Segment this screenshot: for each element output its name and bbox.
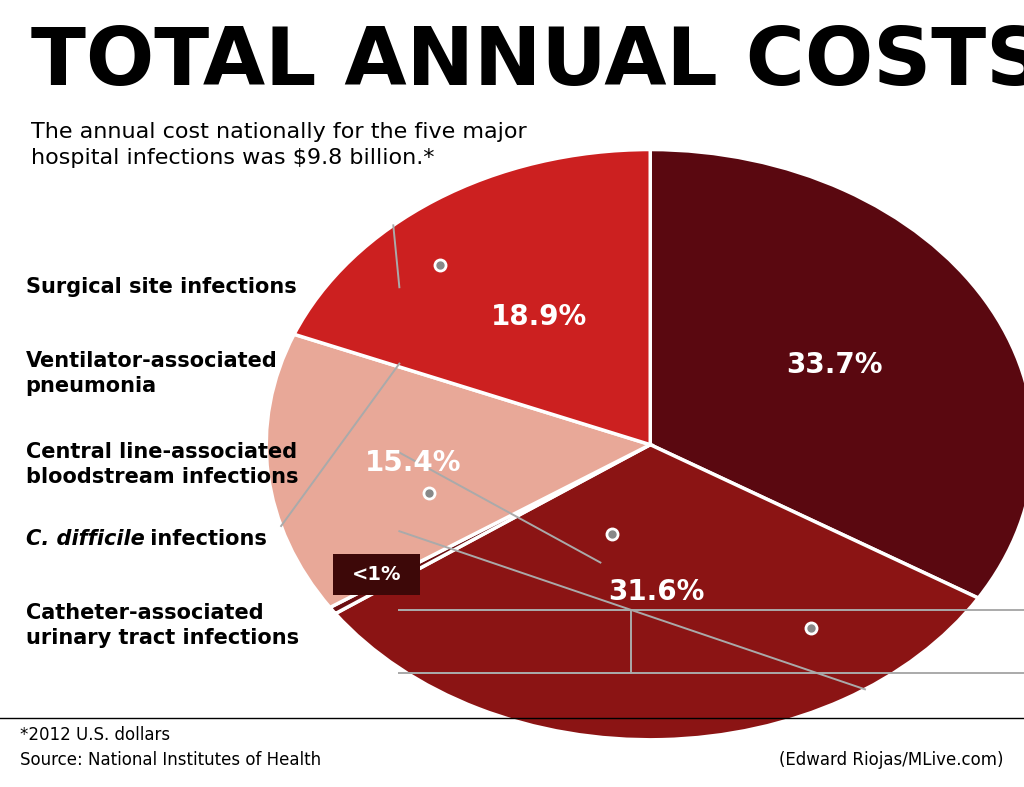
- Text: TOTAL ANNUAL COSTS: TOTAL ANNUAL COSTS: [31, 24, 1024, 102]
- Text: Source: National Institutes of Health: Source: National Institutes of Health: [20, 751, 322, 769]
- Wedge shape: [336, 445, 978, 740]
- Text: Ventilator-associated
pneumonia: Ventilator-associated pneumonia: [26, 352, 278, 396]
- Text: 33.7%: 33.7%: [786, 351, 883, 379]
- Text: 31.6%: 31.6%: [608, 578, 705, 606]
- Text: The annual cost nationally for the five major
hospital infections was $9.8 billi: The annual cost nationally for the five …: [31, 122, 526, 168]
- Wedge shape: [266, 334, 650, 608]
- Wedge shape: [330, 445, 650, 614]
- Text: 15.4%: 15.4%: [366, 449, 462, 477]
- Text: *2012 U.S. dollars: *2012 U.S. dollars: [20, 726, 171, 744]
- Text: Catheter-associated
urinary tract infections: Catheter-associated urinary tract infect…: [26, 604, 299, 648]
- Wedge shape: [650, 150, 1024, 598]
- Text: 18.9%: 18.9%: [490, 304, 587, 331]
- Text: (Edward Riojas/MLive.com): (Edward Riojas/MLive.com): [779, 751, 1004, 769]
- FancyBboxPatch shape: [334, 553, 421, 594]
- Text: Surgical site infections: Surgical site infections: [26, 277, 296, 297]
- Wedge shape: [294, 150, 650, 445]
- Text: Central line-associated
bloodstream infections: Central line-associated bloodstream infe…: [26, 442, 298, 486]
- Text: infections: infections: [143, 529, 267, 549]
- Text: C. difficile: C. difficile: [26, 529, 144, 549]
- Text: <1%: <1%: [352, 564, 401, 583]
